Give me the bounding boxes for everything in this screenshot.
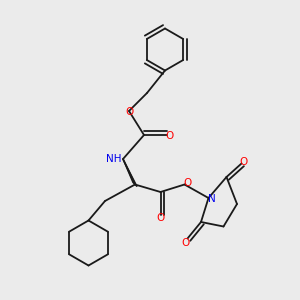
Polygon shape xyxy=(123,159,137,187)
Text: O: O xyxy=(125,107,133,117)
Text: O: O xyxy=(239,157,247,167)
Text: O: O xyxy=(156,213,165,223)
Text: NH: NH xyxy=(106,154,122,164)
Text: O: O xyxy=(182,238,190,248)
Text: O: O xyxy=(165,131,174,141)
Text: N: N xyxy=(208,194,216,204)
Text: O: O xyxy=(183,178,192,188)
